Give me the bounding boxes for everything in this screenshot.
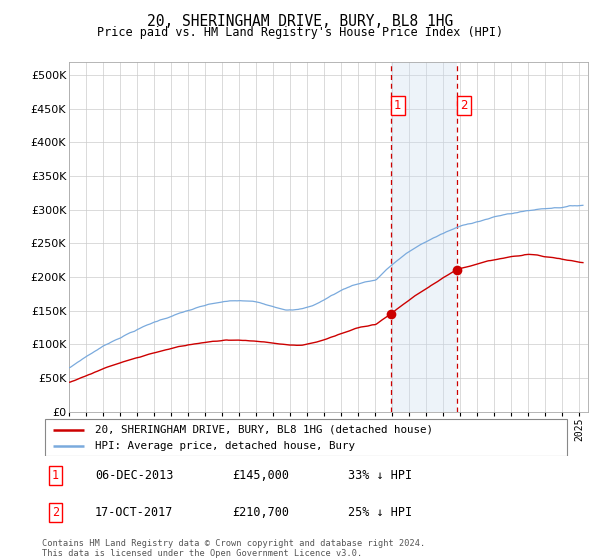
Text: 1: 1: [52, 469, 59, 482]
Text: 20, SHERINGHAM DRIVE, BURY, BL8 1HG: 20, SHERINGHAM DRIVE, BURY, BL8 1HG: [147, 14, 453, 29]
Text: 17-OCT-2017: 17-OCT-2017: [95, 506, 173, 519]
Text: 2: 2: [52, 506, 59, 519]
Text: Price paid vs. HM Land Registry's House Price Index (HPI): Price paid vs. HM Land Registry's House …: [97, 26, 503, 39]
Text: HPI: Average price, detached house, Bury: HPI: Average price, detached house, Bury: [95, 441, 355, 451]
Bar: [391, 62, 457, 412]
Text: 06-DEC-2013: 06-DEC-2013: [95, 469, 173, 482]
Text: 20, SHERINGHAM DRIVE, BURY, BL8 1HG (detached house): 20, SHERINGHAM DRIVE, BURY, BL8 1HG (det…: [95, 424, 433, 435]
FancyBboxPatch shape: [44, 419, 568, 456]
Text: 1: 1: [394, 99, 401, 112]
Text: 25% ↓ HPI: 25% ↓ HPI: [348, 506, 412, 519]
Text: 33% ↓ HPI: 33% ↓ HPI: [348, 469, 412, 482]
Text: Contains HM Land Registry data © Crown copyright and database right 2024.
This d: Contains HM Land Registry data © Crown c…: [42, 539, 425, 558]
Text: 2: 2: [460, 99, 467, 112]
Text: £210,700: £210,700: [232, 506, 289, 519]
Text: £145,000: £145,000: [232, 469, 289, 482]
